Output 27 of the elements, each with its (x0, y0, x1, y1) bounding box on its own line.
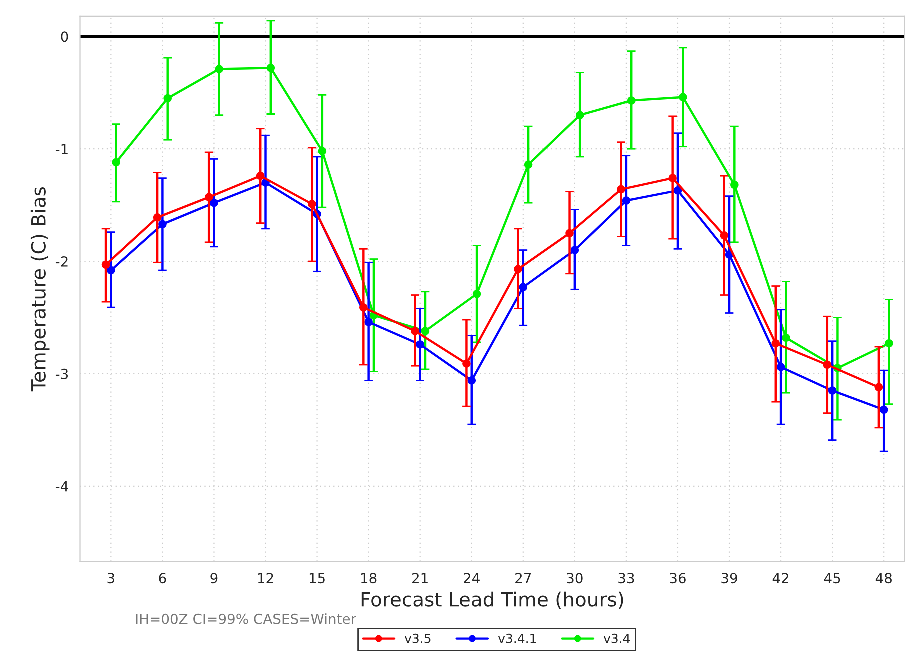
x-axis-title: Forecast Lead Time (hours) (362, 592, 624, 610)
y-tick-label: -3 (56, 368, 68, 380)
y-tick-label: -2 (56, 256, 68, 267)
x-tick-label: 39 (722, 573, 738, 584)
text: IH=00Z CI=99% CASES=Winter (136, 614, 356, 624)
legend-label: v3.5 (404, 634, 431, 644)
x-tick-label: 33 (618, 573, 634, 584)
x-tick-label: 9 (210, 573, 218, 584)
x-tick-label: 12 (258, 573, 274, 584)
legend-label: v3.4.1 (498, 634, 536, 644)
x-tick-label: 3 (108, 573, 114, 584)
legend-label: v3.4 (604, 634, 630, 644)
x-tick-label: 15 (310, 573, 325, 584)
x-tick-label: 18 (362, 573, 377, 584)
x-tick-label: 30 (567, 573, 583, 584)
x-tick-label: 6 (159, 573, 166, 584)
x-tick-label: 42 (772, 573, 788, 584)
y-tick-label: -4 (56, 482, 68, 492)
x-tick-label: 48 (876, 573, 892, 584)
y-axis-title: Temperature (C) Bias (30, 188, 50, 392)
x-tick-label: 45 (824, 573, 840, 584)
x-tick-label: 27 (516, 573, 532, 584)
y-tick-label: -1 (56, 144, 68, 154)
x-tick-label: 36 (670, 573, 686, 584)
y-tick-label: 0 (61, 32, 68, 42)
x-tick-label: 24 (464, 573, 480, 584)
x-tick-label: 21 (412, 573, 428, 584)
